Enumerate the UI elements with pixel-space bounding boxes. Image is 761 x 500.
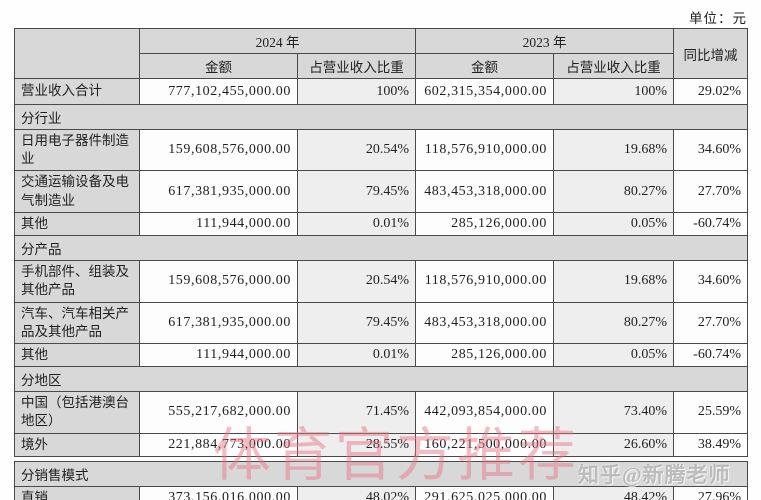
yoy-change: 25.59% <box>673 391 748 434</box>
section-row-sales-model: 分销售模式 <box>14 460 748 487</box>
table-row: 其他 111,944,000.00 0.01% 285,126,000.00 0… <box>14 211 748 237</box>
row-label: 中国（包括港澳台地区） <box>14 391 140 434</box>
row-label: 境外 <box>14 432 140 457</box>
ratio-2024: 48.02% <box>297 485 416 500</box>
amount-2024: 777,102,455,000.00 <box>139 78 298 105</box>
section-title: 分行业 <box>14 104 748 130</box>
section-title: 分产品 <box>14 235 748 262</box>
row-label: 其他 <box>14 342 140 368</box>
ratio-2023: 0.05% <box>553 342 674 368</box>
table-section-gap <box>14 456 748 462</box>
table-row: 手机部件、组装及其他产品 159,608,576,000.00 20.54% 1… <box>14 260 748 303</box>
ratio-2024: 0.01% <box>297 342 416 368</box>
ratio-2023: 80.27% <box>553 301 674 344</box>
amount-2023: 442,093,854,000.00 <box>415 391 554 434</box>
ratio-2023: 80.27% <box>553 170 674 213</box>
table-row: 中国（包括港澳台地区） 555,217,682,000.00 71.45% 44… <box>14 391 748 434</box>
ratio-2024: 79.45% <box>297 301 416 344</box>
ratio-2023: 100% <box>553 78 674 105</box>
header-row-years: 2024 年 2023 年 同比增减 <box>14 28 748 79</box>
row-label: 汽车、汽车相关产品及其他产品 <box>14 301 140 344</box>
ratio-2023: 48.42% <box>553 485 674 500</box>
yoy-header: 同比增减 <box>673 28 748 79</box>
table-row-total: 营业收入合计 777,102,455,000.00 100% 602,315,3… <box>14 78 748 105</box>
ratio-2023: 0.05% <box>553 211 674 237</box>
amount-2024: 111,944,000.00 <box>139 342 298 368</box>
amount-2023: 118,576,910,000.00 <box>415 128 554 172</box>
table-row: 其他 111,944,000.00 0.01% 285,126,000.00 0… <box>14 342 748 368</box>
yoy-change: 38.49% <box>673 432 748 457</box>
amount-2024: 221,884,773,000.00 <box>139 432 298 457</box>
amount-2024: 159,608,576,000.00 <box>139 260 298 303</box>
ratio-2023: 19.68% <box>553 260 674 303</box>
table-row: 直销 373,156,016,000.00 48.02% 291,625,025… <box>14 485 748 500</box>
yoy-change: 27.96% <box>673 485 748 500</box>
yoy-change: 29.02% <box>673 78 748 105</box>
ratio-2024-header: 占营业收入比重 <box>297 53 416 79</box>
ratio-2023: 19.68% <box>553 128 674 172</box>
table-row: 交通运输设备及电气制造业 617,381,935,000.00 79.45% 4… <box>14 170 748 213</box>
yoy-change: -60.74% <box>673 342 748 368</box>
yoy-change: 34.60% <box>673 128 748 172</box>
amount-2024: 617,381,935,000.00 <box>139 170 298 213</box>
row-label: 营业收入合计 <box>14 78 140 105</box>
row-label: 直销 <box>14 485 140 500</box>
row-label: 其他 <box>14 211 140 237</box>
year-2023-header: 2023 年 <box>415 28 674 54</box>
yoy-change: 27.70% <box>673 170 748 213</box>
ratio-2023: 26.60% <box>553 432 674 457</box>
row-label: 交通运输设备及电气制造业 <box>14 170 140 213</box>
amount-2023: 483,453,318,000.00 <box>415 170 554 213</box>
amount-2024: 617,381,935,000.00 <box>139 301 298 344</box>
row-label: 日用电子器件制造业 <box>14 128 140 172</box>
section-title: 分销售模式 <box>14 460 748 487</box>
year-2024-header: 2024 年 <box>139 28 416 54</box>
unit-label: 单位：元 <box>689 11 747 26</box>
revenue-table: 2024 年 2023 年 同比增减 金额 占营业收入比重 金额 占营业收入比重… <box>14 28 748 500</box>
ratio-2024: 20.54% <box>297 128 416 172</box>
amount-2024: 373,156,016,000.00 <box>139 485 298 500</box>
amount-2024: 555,217,682,000.00 <box>139 391 298 434</box>
amount-2023: 160,221,500,000.00 <box>415 432 554 457</box>
amount-2024: 111,944,000.00 <box>139 211 298 237</box>
amount-2023: 291,625,025,000.00 <box>415 485 554 500</box>
ratio-2024: 100% <box>297 78 416 105</box>
table-row: 汽车、汽车相关产品及其他产品 617,381,935,000.00 79.45%… <box>14 301 748 344</box>
yoy-change: -60.74% <box>673 211 748 237</box>
amount-2023: 118,576,910,000.00 <box>415 260 554 303</box>
ratio-2024: 0.01% <box>297 211 416 237</box>
amount-2024: 159,608,576,000.00 <box>139 128 298 172</box>
yoy-change: 34.60% <box>673 260 748 303</box>
section-title: 分地区 <box>14 366 748 393</box>
header-row-measures: 金额 占营业收入比重 金额 占营业收入比重 <box>15 53 748 79</box>
amount-2024-header: 金额 <box>139 53 298 79</box>
table-row: 境外 221,884,773,000.00 28.55% 160,221,500… <box>14 432 748 457</box>
amount-2023: 285,126,000.00 <box>415 211 554 237</box>
section-row-region: 分地区 <box>14 366 748 393</box>
amount-2023-header: 金额 <box>415 53 554 79</box>
amount-2023: 483,453,318,000.00 <box>415 301 554 344</box>
row-label: 手机部件、组装及其他产品 <box>14 260 140 303</box>
section-row-industry: 分行业 <box>14 104 748 130</box>
amount-2023: 602,315,354,000.00 <box>415 78 554 105</box>
ratio-2023-header: 占营业收入比重 <box>553 53 674 79</box>
corner-cell <box>14 28 140 79</box>
table-row: 日用电子器件制造业 159,608,576,000.00 20.54% 118,… <box>14 128 748 172</box>
ratio-2024: 20.54% <box>297 260 416 303</box>
section-row-product: 分产品 <box>14 235 748 262</box>
ratio-2023: 73.40% <box>553 391 674 434</box>
yoy-change: 27.70% <box>673 301 748 344</box>
ratio-2024: 79.45% <box>297 170 416 213</box>
ratio-2024: 71.45% <box>297 391 416 434</box>
amount-2023: 285,126,000.00 <box>415 342 554 368</box>
ratio-2024: 28.55% <box>297 432 416 457</box>
